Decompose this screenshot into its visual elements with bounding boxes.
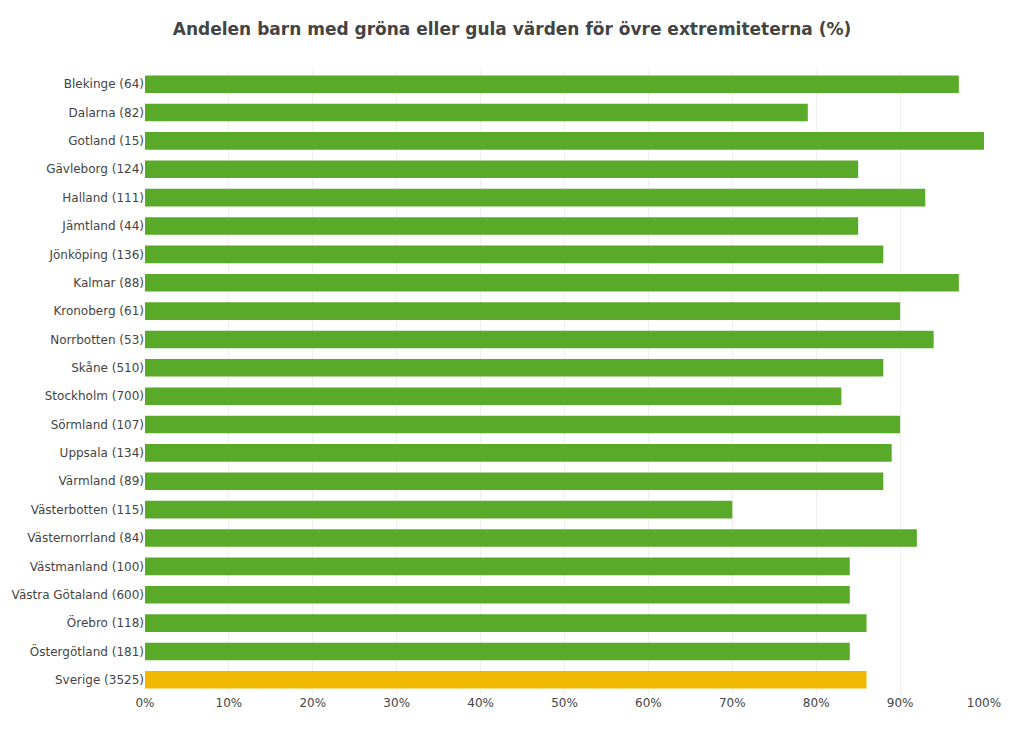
svg-text:Andelen barn med gröna eller g: Andelen barn med gröna eller gula värden… [173,19,851,39]
svg-text:Sörmland (107): Sörmland (107) [51,418,144,432]
svg-text:70%: 70% [719,696,746,710]
svg-text:60%: 60% [635,696,662,710]
svg-text:Gotland (15): Gotland (15) [68,134,144,148]
svg-text:Kalmar (88): Kalmar (88) [73,276,144,290]
svg-text:Västernorrland (84): Västernorrland (84) [27,531,144,545]
svg-text:Östergötland (181): Östergötland (181) [30,643,144,659]
svg-text:Dalarna (82): Dalarna (82) [69,106,144,120]
svg-text:Stockholm (700): Stockholm (700) [45,389,144,403]
svg-text:10%: 10% [216,696,243,710]
svg-text:20%: 20% [299,696,326,710]
svg-text:Blekinge (64): Blekinge (64) [64,77,144,91]
svg-text:50%: 50% [551,696,578,710]
svg-text:40%: 40% [467,696,494,710]
svg-text:Västra Götaland (600): Västra Götaland (600) [12,588,144,602]
svg-text:30%: 30% [383,696,410,710]
svg-text:Halland (111): Halland (111) [62,191,144,205]
svg-text:Norrbotten (53): Norrbotten (53) [50,333,144,347]
svg-text:Jönköping (136): Jönköping (136) [48,248,144,262]
svg-text:Skåne (510): Skåne (510) [71,361,144,375]
svg-text:100%: 100% [967,696,1001,710]
svg-text:Kronoberg (61): Kronoberg (61) [53,304,144,318]
svg-text:Sverige (3525): Sverige (3525) [55,673,144,687]
svg-text:Västerbotten (115): Västerbotten (115) [31,503,144,517]
svg-text:80%: 80% [803,696,830,710]
svg-text:Örebro (118): Örebro (118) [67,614,144,630]
svg-text:Värmland (89): Värmland (89) [59,474,144,488]
svg-text:90%: 90% [887,696,914,710]
svg-text:Gävleborg (124): Gävleborg (124) [46,162,144,176]
svg-text:Uppsala (134): Uppsala (134) [60,446,144,460]
svg-text:0%: 0% [135,696,154,710]
svg-text:Västmanland (100): Västmanland (100) [30,560,144,574]
svg-text:Jämtland (44): Jämtland (44) [61,219,144,233]
